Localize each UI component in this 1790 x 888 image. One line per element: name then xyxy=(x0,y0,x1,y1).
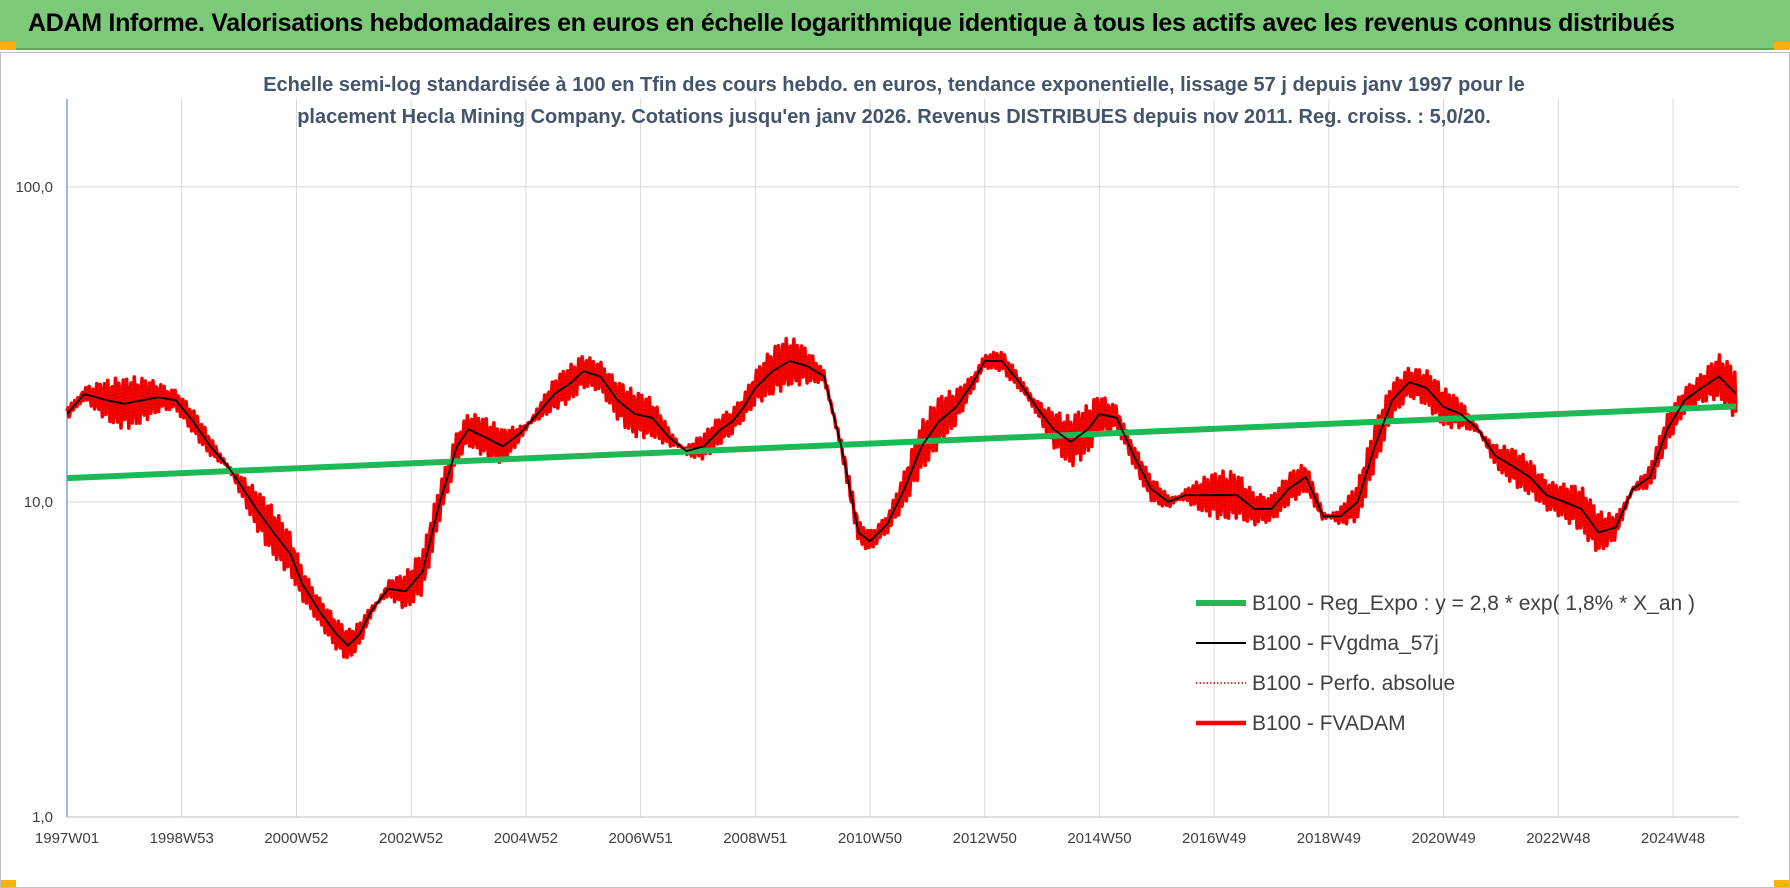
legend: B100 - Reg_Expo : y = 2,8 * exp( 1,8% * … xyxy=(1196,592,1695,735)
legend-label-dotted: B100 - Perfo. absolue xyxy=(1252,672,1455,695)
x-tick-label: 2022W48 xyxy=(1526,830,1590,847)
series-smoothed-line xyxy=(66,360,1737,647)
x-tick-label: 2006W51 xyxy=(608,830,672,847)
grid xyxy=(66,99,1739,818)
x-tick-label: 2018W49 xyxy=(1297,830,1361,847)
chart: 1997W01 1998W53 2000W52 2002W52 2004W52 2006W… xyxy=(15,74,1739,847)
series-regression-line xyxy=(66,403,1737,482)
x-tick-label: 1998W53 xyxy=(150,830,214,847)
x-tick-label: 2016W49 xyxy=(1182,830,1246,847)
corner-marker-bottom-right xyxy=(1774,880,1790,888)
y-tick-label: 100,0 xyxy=(15,179,53,196)
chart-frame: 1997W01 1998W53 2000W52 2002W52 2004W52 2006W… xyxy=(0,52,1790,888)
x-tick-label: 2012W50 xyxy=(953,830,1017,847)
x-tick-label: 2024W48 xyxy=(1641,830,1705,847)
x-tick-label: 2002W52 xyxy=(379,830,443,847)
header-bar: ADAM Informe. Valorisations hebdomadaire… xyxy=(0,0,1790,50)
x-tick-label: 2008W51 xyxy=(723,830,787,847)
x-tick-label: 2004W52 xyxy=(494,830,558,847)
chart-title: Echelle semi-log standardisée à 100 en T… xyxy=(263,74,1525,128)
chart-title-line-1: Echelle semi-log standardisée à 100 en T… xyxy=(263,74,1525,96)
legend-label-regression: B100 - Reg_Expo : y = 2,8 * exp( 1,8% * … xyxy=(1252,592,1695,615)
corner-marker-bottom-left xyxy=(0,880,16,888)
y-tick-label: 1,0 xyxy=(32,809,53,826)
legend-label-main: B100 - FVADAM xyxy=(1252,712,1406,735)
x-tick-label: 2000W52 xyxy=(264,830,328,847)
header-title: ADAM Informe. Valorisations hebdomadaire… xyxy=(28,9,1675,37)
x-tick-label: 1997W01 xyxy=(35,830,99,847)
corner-marker-left xyxy=(0,42,16,50)
x-tick-label: 2020W49 xyxy=(1411,830,1475,847)
series-layer xyxy=(65,336,1738,660)
corner-marker-right xyxy=(1774,42,1790,50)
x-tick-label: 2014W50 xyxy=(1067,830,1131,847)
axes: 1997W01 1998W53 2000W52 2002W52 2004W52 2006W… xyxy=(15,99,1739,847)
legend-label-smoothed: B100 - FVgdma_57j xyxy=(1252,632,1439,655)
chart-title-line-2: placement Hecla Mining Company. Cotation… xyxy=(297,106,1491,128)
x-tick-label: 2010W50 xyxy=(838,830,902,847)
y-tick-label: 10,0 xyxy=(24,494,53,511)
